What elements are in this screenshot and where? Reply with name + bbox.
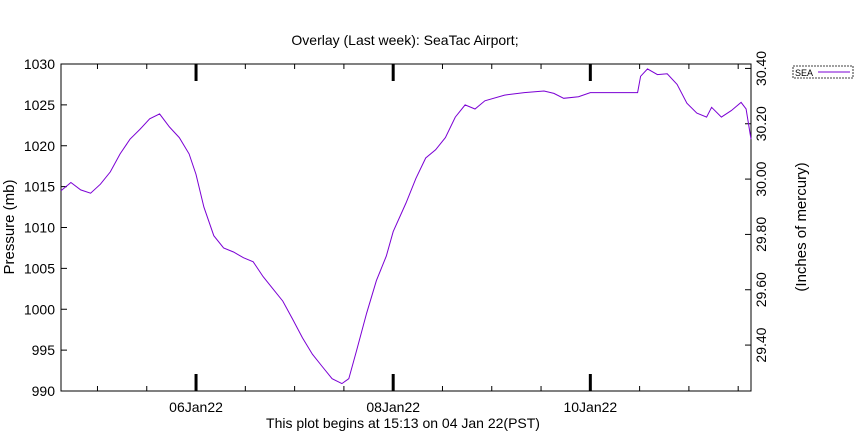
y-tick-label: 990: [32, 383, 56, 399]
legend-box: [792, 65, 854, 79]
y-tick-label: 1010: [24, 220, 55, 236]
chart-title: Overlay (Last week): SeaTac Airport;: [291, 32, 518, 48]
y-tick-label: 1005: [24, 260, 55, 276]
x-tick-label: 06Jan22: [169, 399, 223, 415]
y-tick-label: 1000: [24, 301, 55, 317]
plot-frame: [60, 63, 752, 392]
series-line-sea: [60, 68, 752, 385]
legend-label: SEA: [795, 68, 813, 78]
y2-tick-label: 30.20: [753, 106, 769, 141]
legend: SEA: [792, 65, 854, 79]
right-axis: 29.40 29.60 29.80 30.00 30.20 30.40: [745, 51, 769, 363]
y-tick-label: 1020: [24, 138, 55, 154]
y2-tick-label: 29.40: [753, 327, 769, 362]
y2-tick-label: 29.80: [753, 217, 769, 252]
x-tick-label: 10Jan22: [563, 399, 617, 415]
left-axis: 990 995 1000 1005 1010 1015 1020 1025 1030: [24, 56, 67, 399]
x-tick-label: 08Jan22: [366, 399, 420, 415]
y-tick-label: 995: [32, 342, 56, 358]
x-axis: 06Jan22 08Jan22 10Jan22: [96, 64, 739, 415]
x-axis-label: This plot begins at 15:13 on 04 Jan 22(P…: [266, 415, 540, 431]
y2-axis-label: (Inches of mercury): [793, 162, 810, 291]
y2-tick-label: 30.00: [753, 161, 769, 196]
y-tick-label: 1030: [24, 56, 55, 72]
y-tick-label: 1015: [24, 179, 55, 195]
y2-tick-label: 30.40: [753, 51, 769, 86]
y-tick-label: 1025: [24, 97, 55, 113]
y-axis-label: Pressure (mb): [1, 179, 18, 274]
y2-tick-label: 29.60: [753, 272, 769, 307]
